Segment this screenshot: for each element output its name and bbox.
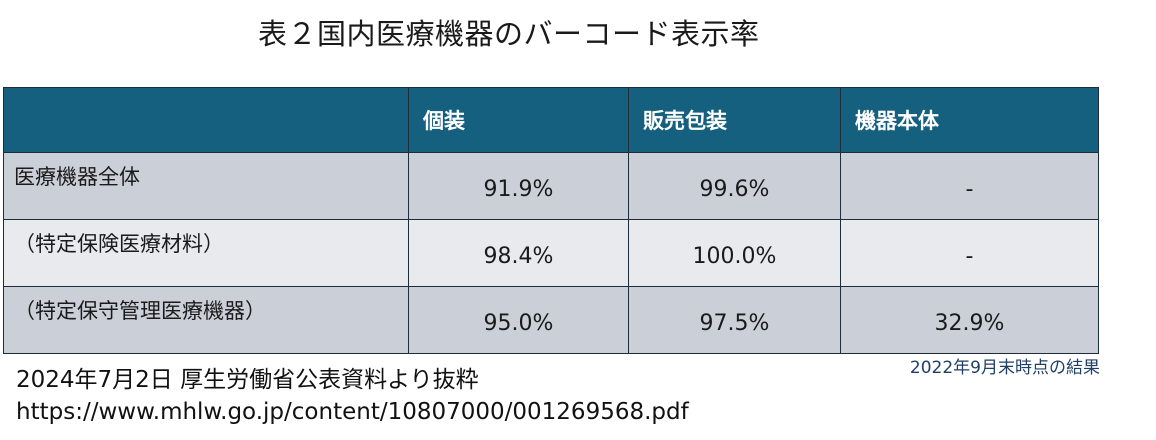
header-sales-package: 販売包装 [628,87,841,153]
source-url: https://www.mhlw.go.jp/content/10807000/… [16,399,689,425]
table-cell: 98.4% [408,219,629,287]
header-device-body: 機器本体 [840,87,1099,153]
source-text: 2024年7月2日 厚生労働省公表資料より抜粋 [16,367,479,393]
table-header-row: 個装 販売包装 機器本体 [3,87,1099,153]
row-label: （特定保守管理医療機器） [3,286,409,354]
row-label: （特定保険医療材料） [3,219,409,287]
status-note: 2022年9月末時点の結果 [909,358,1100,378]
row-label: 医療機器全体 [3,152,409,220]
table-cell: - [840,219,1099,287]
table-row: 医療機器全体 91.9% 99.6% - [3,152,1099,220]
table-cell: 95.0% [408,286,629,354]
table-cell: 32.9% [840,286,1099,354]
table-cell: 97.5% [628,286,841,354]
table-cell: 99.6% [628,152,841,220]
table-cell: 100.0% [628,219,841,287]
table-cell: 91.9% [408,152,629,220]
table-cell: - [840,152,1099,220]
source-citation: 2024年7月2日 厚生労働省公表資料より抜粋 https://www.mhlw… [16,364,689,428]
table-row: （特定保守管理医療機器） 95.0% 97.5% 32.9% [3,286,1099,354]
barcode-rate-table: 個装 販売包装 機器本体 医療機器全体 91.9% 99.6% - （特定保険医… [3,87,1099,354]
header-individual-package: 個装 [408,87,629,153]
page-title: 表２国内医療機器のバーコード表示率 [258,17,760,51]
table-row: （特定保険医療材料） 98.4% 100.0% - [3,219,1099,287]
header-cell-empty [3,87,409,153]
